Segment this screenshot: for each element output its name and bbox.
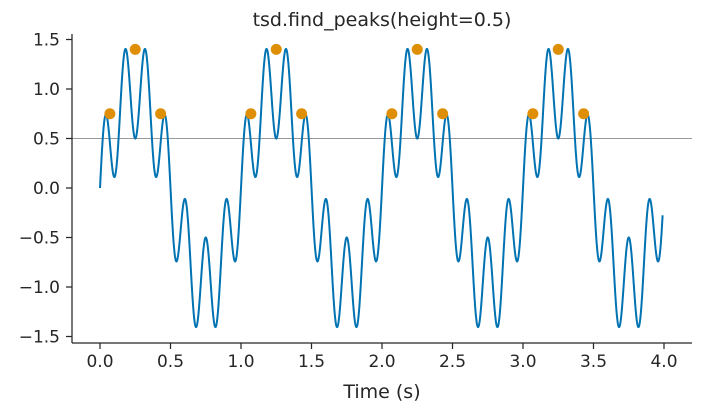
x-tick-label: 2.0 xyxy=(368,352,395,372)
peak-marker xyxy=(437,108,449,120)
y-tick-label: −1.0 xyxy=(19,278,60,298)
x-tick-label: 2.5 xyxy=(439,352,466,372)
signal-line xyxy=(99,47,664,329)
peak-marker xyxy=(155,108,167,120)
peak-marker xyxy=(527,108,539,120)
peak-marker xyxy=(129,43,141,55)
peak-marker xyxy=(245,108,257,120)
peak-marker xyxy=(411,43,423,55)
x-tick-label: 0.0 xyxy=(86,352,113,372)
y-tick-label: 0.5 xyxy=(33,130,60,150)
peak-marker xyxy=(296,108,308,120)
y-tick-label: 1.5 xyxy=(33,31,60,51)
plot-area: 0.0 0.5 1.0 1.5 2.0 2.5 3.0 3.5 4.0 −1.5 −1.0 −0.5 0… xyxy=(19,31,692,372)
x-tick-label: 0.5 xyxy=(157,352,184,372)
y-tick-label: 0.0 xyxy=(33,179,60,199)
peak-marker xyxy=(552,43,564,55)
peak-marker xyxy=(270,43,282,55)
peak-marker xyxy=(104,108,116,120)
x-axis-label: Time (s) xyxy=(342,381,420,403)
y-tick-label: 1.0 xyxy=(33,80,60,100)
x-tick-label: 4.0 xyxy=(650,352,677,372)
x-tick-label: 3.0 xyxy=(509,352,536,372)
y-tick-label: −0.5 xyxy=(19,229,60,249)
x-tick-label: 3.5 xyxy=(580,352,607,372)
peak-marker xyxy=(386,108,398,120)
peak-marker xyxy=(578,108,590,120)
y-tick-label: −1.5 xyxy=(19,328,60,348)
chart-title: tsd.find_peaks(height=0.5) xyxy=(253,9,512,31)
x-tick-label: 1.0 xyxy=(227,352,254,372)
x-tick-label: 1.5 xyxy=(298,352,325,372)
